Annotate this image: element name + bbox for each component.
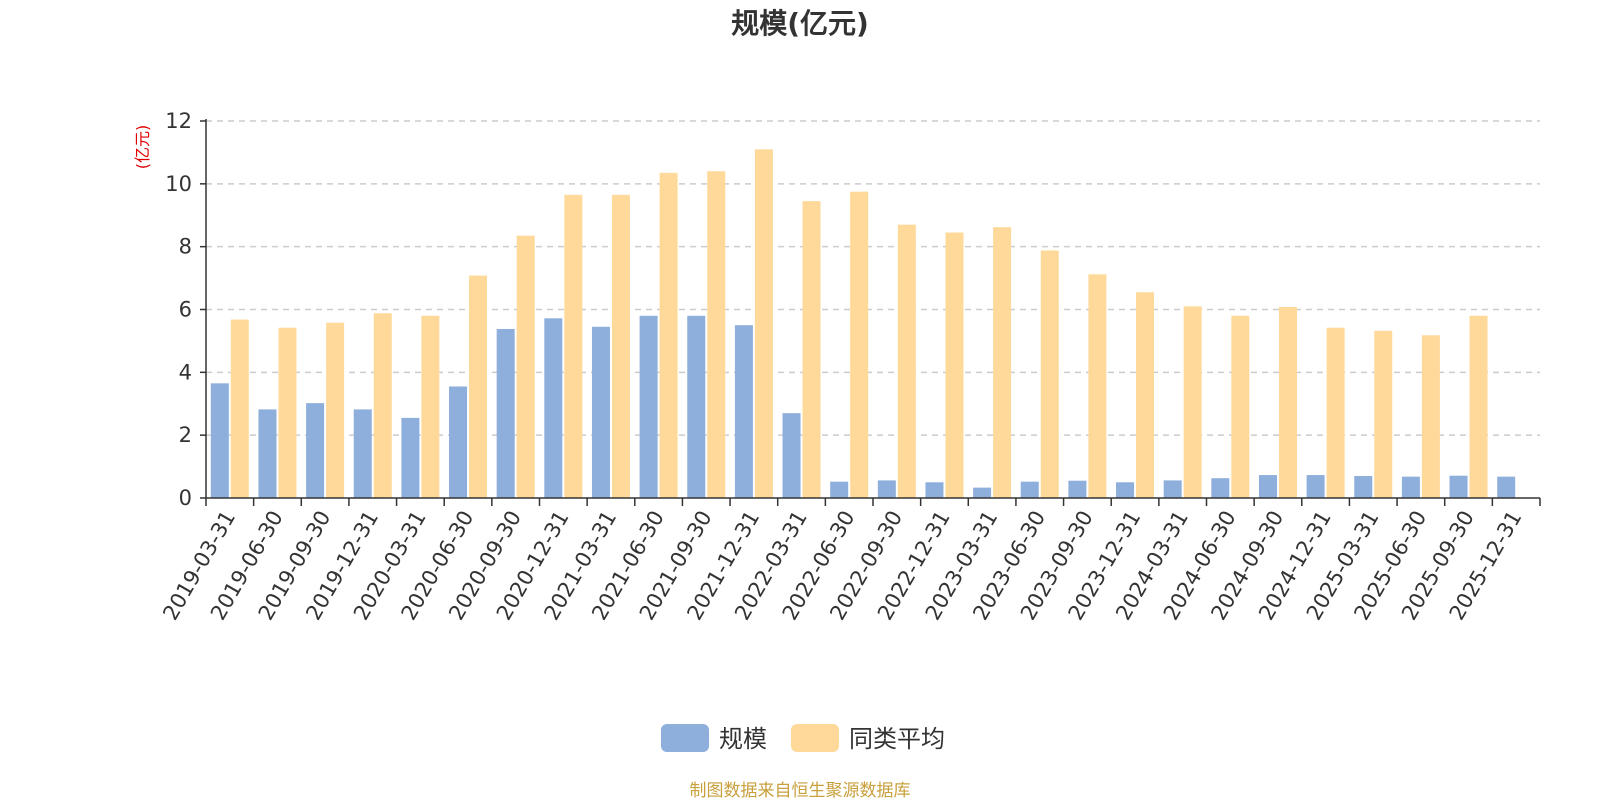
bar-peer-average[interactable] <box>421 315 440 498</box>
y-tick-label: 0 <box>179 486 192 510</box>
bar-peer-average[interactable] <box>326 322 345 498</box>
bar-peer-average[interactable] <box>1040 250 1059 498</box>
bar-scale[interactable] <box>1258 475 1277 498</box>
bar-scale[interactable] <box>1449 475 1468 498</box>
y-tick-label: 4 <box>179 360 192 384</box>
axes <box>200 119 1541 506</box>
bar-peer-average[interactable] <box>1374 330 1393 498</box>
bar-scale[interactable] <box>258 409 277 498</box>
bar-scale[interactable] <box>830 481 849 498</box>
bar-scale[interactable] <box>496 328 515 498</box>
y-tick-label: 10 <box>165 172 192 196</box>
y-tick-label: 2 <box>179 423 192 447</box>
bar-peer-average[interactable] <box>754 149 773 498</box>
bar-peer-average[interactable] <box>945 232 964 498</box>
bar-scale[interactable] <box>401 417 420 498</box>
legend[interactable]: 规模 同类平均 <box>661 724 945 753</box>
bar-peer-average[interactable] <box>373 313 392 498</box>
y-tick-label: 12 <box>165 109 192 133</box>
bar-scale[interactable] <box>639 315 658 498</box>
bar-peer-average[interactable] <box>1469 315 1488 498</box>
bar-peer-average[interactable] <box>993 227 1012 498</box>
bar-scale[interactable] <box>210 383 229 498</box>
source-note: 制图数据来自恒生聚源数据库 <box>690 781 911 800</box>
bar-scale[interactable] <box>1354 476 1373 498</box>
bar-scale[interactable] <box>591 326 610 498</box>
bar-scale[interactable] <box>1497 476 1516 498</box>
bar-scale[interactable] <box>1211 478 1230 498</box>
bar-scale[interactable] <box>782 413 801 498</box>
bar-peer-average[interactable] <box>659 172 678 498</box>
bar-scale[interactable] <box>1306 475 1325 498</box>
bar-scale[interactable] <box>544 318 563 498</box>
bar-peer-average[interactable] <box>802 201 821 499</box>
bars <box>210 149 1516 499</box>
legend-swatch[interactable] <box>661 724 709 752</box>
chart-title: 规模(亿元) <box>731 7 869 40</box>
bar-peer-average[interactable] <box>897 224 916 499</box>
bar-peer-average[interactable] <box>1278 306 1297 498</box>
bar-scale[interactable] <box>925 482 944 498</box>
bar-scale[interactable] <box>973 487 992 498</box>
bar-peer-average[interactable] <box>1183 306 1202 498</box>
legend-swatch[interactable] <box>791 724 839 752</box>
bar-scale[interactable] <box>1401 476 1420 498</box>
x-tick-labels: 2019-03-312019-06-302019-09-302019-12-31… <box>158 506 1526 624</box>
bar-peer-average[interactable] <box>469 275 488 498</box>
bar-peer-average[interactable] <box>1326 327 1345 498</box>
bar-peer-average[interactable] <box>1088 274 1107 498</box>
bar-peer-average[interactable] <box>611 194 630 498</box>
bar-scale[interactable] <box>1020 481 1039 498</box>
bar-peer-average[interactable] <box>278 327 297 498</box>
bar-peer-average[interactable] <box>1231 315 1250 498</box>
y-tick-label: 8 <box>179 235 192 259</box>
y-tick-labels: 0 2 4 6 8 10 12 <box>165 109 192 510</box>
y-axis-unit: (亿元) <box>133 125 152 170</box>
bar-peer-average[interactable] <box>850 191 869 498</box>
legend-label[interactable]: 规模 <box>719 725 767 753</box>
bar-peer-average[interactable] <box>230 319 249 498</box>
y-tick-label: 6 <box>179 298 192 322</box>
bar-scale[interactable] <box>1163 480 1182 498</box>
bar-scale[interactable] <box>687 315 706 498</box>
bar-peer-average[interactable] <box>707 171 726 498</box>
bar-scale[interactable] <box>1068 480 1087 498</box>
bar-peer-average[interactable] <box>1136 292 1155 498</box>
bar-scale[interactable] <box>1116 482 1135 498</box>
legend-label[interactable]: 同类平均 <box>849 725 945 753</box>
bar-peer-average[interactable] <box>1421 335 1440 498</box>
bar-scale[interactable] <box>306 403 325 498</box>
bar-scale[interactable] <box>734 325 753 498</box>
bar-peer-average[interactable] <box>564 194 583 498</box>
bar-scale[interactable] <box>877 480 896 498</box>
bar-scale[interactable] <box>353 409 372 498</box>
bar-peer-average[interactable] <box>516 235 535 498</box>
bar-scale[interactable] <box>449 386 468 498</box>
